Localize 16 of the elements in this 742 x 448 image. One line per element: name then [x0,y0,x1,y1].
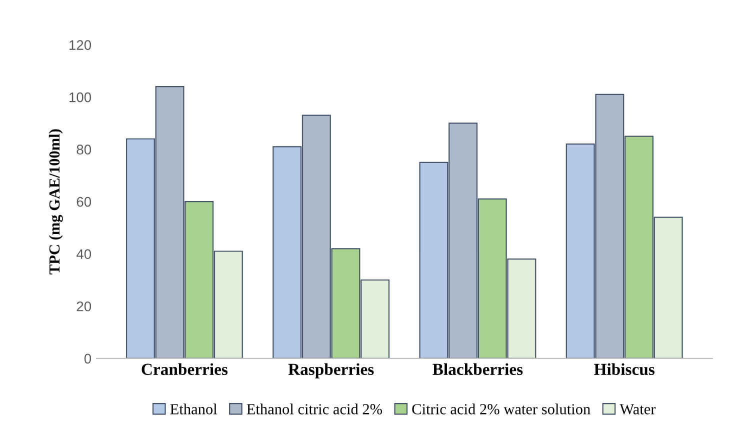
legend-label: Ethanol [170,404,218,414]
y-tick-label: 80 [76,144,92,155]
x-tick-label: Blackberries [432,363,523,375]
x-tick-label: Cranberries [142,363,228,375]
x-tick-label: Raspberries [288,363,374,378]
y-tick-label: 0 [84,354,92,364]
legend-label: Citric acid 2% water solution [412,404,590,414]
y-tick-label: 100 [69,92,92,102]
y-tick-label: 20 [76,301,92,312]
x-tick-label: Hibiscus [594,363,654,376]
y-axis-title: TPC (mg GAE/100ml) [48,129,63,274]
y-tick-label: 40 [76,249,92,260]
y-tick-label: 120 [69,40,92,50]
legend-label: Water [620,404,656,414]
y-tick-label: 60 [76,196,92,207]
legend-label: Ethanol citric acid 2% [246,404,382,414]
